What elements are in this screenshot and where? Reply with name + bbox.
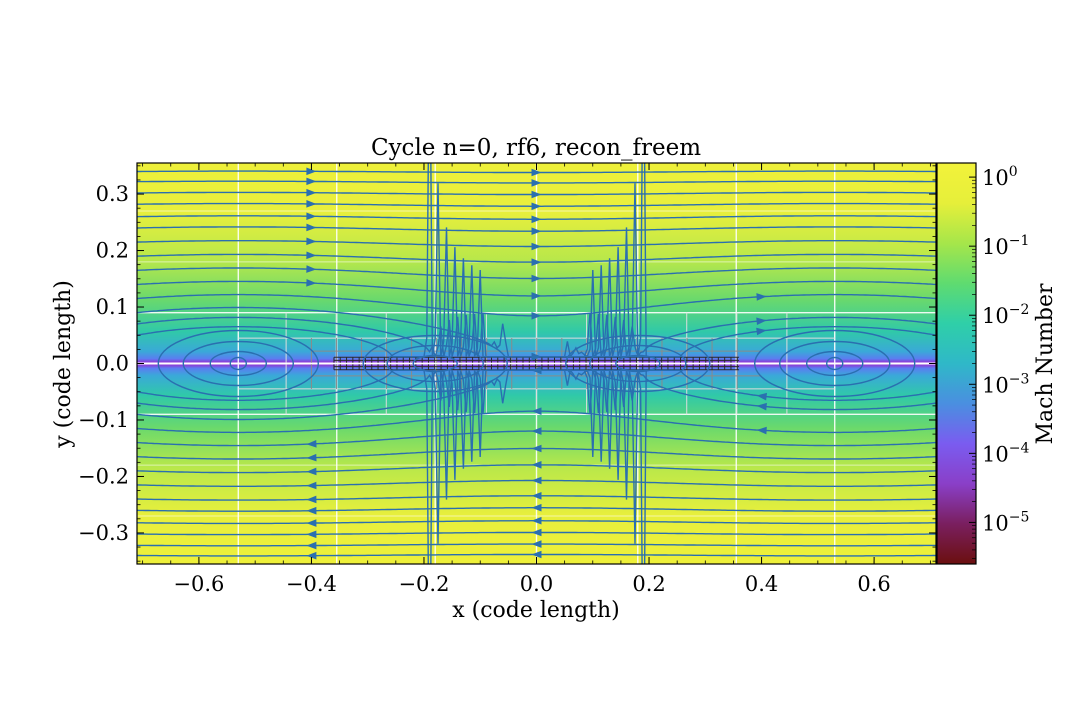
streamline-arrow [306,167,317,176]
streamline-arrow [531,179,542,187]
streamline-arrow [306,237,317,246]
colorbar-tick-label: 10−5 [982,509,1029,535]
x-tick-label: −0.6 [173,572,224,596]
x-tick-label: 0.0 [520,572,553,596]
streamline-arrow [531,407,542,416]
island-loop [182,340,294,387]
island-loop [754,329,916,398]
x-axis: −0.6 −0.4 −0.2 0.0 0.2 0.4 0.6 [142,163,931,596]
streamline-arrow [306,177,317,186]
y-tick-label: 0.1 [96,295,129,319]
streamline-arrow [531,202,542,211]
streamline-arrow [756,293,767,301]
streamline-arrow [756,392,768,401]
streamline-arrow [531,215,542,224]
x-tick-label: −0.2 [398,572,449,596]
streamline-arrow [531,461,542,469]
island-loop [412,354,458,373]
streamline-arrow [531,427,542,435]
streamline-arrow [531,550,542,559]
island-loop [615,354,661,373]
streamline-arrow [306,265,317,273]
colorbar-tick-label: 100 [982,164,1018,190]
streamline-arrow [531,292,542,300]
field-streamlines [0,0,936,564]
streamline-arrow [531,312,542,320]
streamline-arrow [531,366,542,375]
island-loop [209,350,267,377]
streamline-arrow [306,251,317,260]
x-tick-label: −0.4 [286,572,337,596]
colorbar-axis: 100 10−1 10−2 10−3 10−4 10−5 [969,164,1029,559]
streamline-arrow [531,258,542,266]
streamline-arrow [306,551,317,560]
colorbar [936,162,977,565]
x-tick-label: 0.4 [745,572,778,596]
streamline-arrow [531,168,542,177]
streamline-arrow [531,444,542,453]
streamline-arrow [306,439,317,448]
y-tick-label: 0.3 [96,182,129,206]
y-tick-label: −0.2 [78,464,129,488]
island-loop [386,344,484,383]
streamline-arrow [306,541,317,550]
y-tick-label: 0.0 [96,352,129,376]
streamline-arrow [306,278,317,287]
streamline-arrow [306,530,317,539]
y-tick-label: 0.2 [96,239,129,263]
streamline-arrow [531,528,542,537]
x-tick-label: 0.2 [632,572,665,596]
streamline-arrow [306,519,317,527]
island-loop [229,356,247,371]
colorbar-tick-label: 10−1 [982,233,1029,259]
streamline-arrow [0,0,5,4]
streamline-arrow [531,516,542,525]
streamline-arrow [756,327,767,336]
island-loop [565,334,711,393]
streamline-arrow [531,503,542,512]
y-axis-label: y (code length) [51,280,76,449]
streamline-arrow [306,212,317,221]
colorbar-tick-label: 10−2 [982,302,1029,328]
streamline-arrow [531,190,542,199]
island-loop [826,356,844,371]
x-axis-label: x (code length) [452,598,620,623]
streamline-arrow [306,481,317,490]
streamline-arrow [756,402,767,411]
streamline-arrow [0,0,5,4]
island-loop [779,340,891,387]
streamline-arrow [756,317,767,326]
streamline-arrow [531,540,542,548]
streamline-arrow [531,274,542,283]
y-axis: 0.3 0.2 0.1 0.0 −0.1 −0.2 −0.3 [78,165,936,562]
streamline-arrow [531,476,542,485]
streamline-arrow [306,506,317,515]
y-tick-label: −0.1 [78,408,129,432]
streamline-arrow [306,495,317,504]
streamline-arrow [531,492,542,500]
island-loop [157,329,319,398]
streamline-arrow [306,223,317,232]
streamline-arrow [531,242,542,251]
colorbar-tick-label: 10−3 [982,371,1029,397]
colorbar-tick-label: 10−4 [982,440,1029,466]
streamline-arrow [306,467,317,476]
island-loop [806,350,864,377]
chart-title: Cycle n=0, rf6, recon_freem [371,135,701,161]
x-tick-label: 0.6 [857,572,890,596]
streamline-arrow [531,352,542,361]
colorbar-label: Mach Number [1033,283,1058,445]
streamline-arrow [531,227,542,235]
island-loop [589,344,687,383]
streamline-arrow [306,453,317,462]
y-tick-label: −0.3 [78,521,129,545]
streamline-arrow [306,200,317,208]
island-loop [362,334,508,393]
streamline-arrow [756,426,767,435]
streamline-arrow [306,188,317,197]
